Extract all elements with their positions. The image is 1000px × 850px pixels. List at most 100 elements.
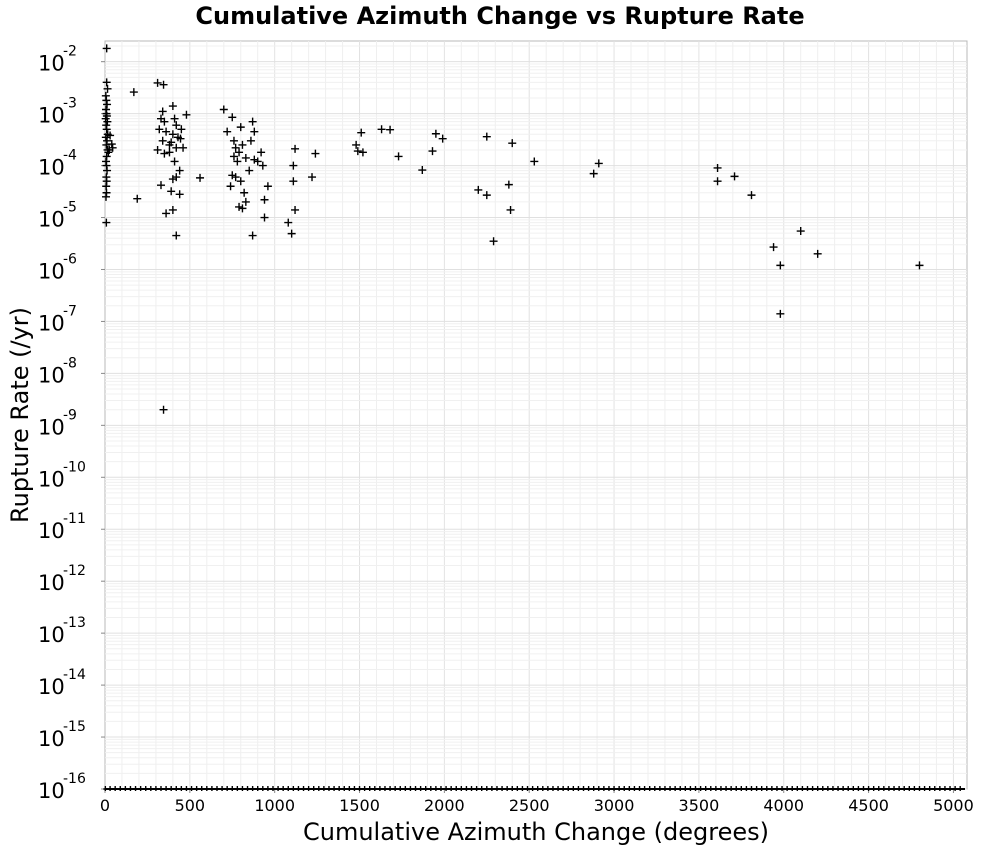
plus-marker: [235, 148, 244, 157]
data-point: [258, 161, 267, 170]
plus-marker: [228, 171, 237, 180]
data-point: [474, 185, 483, 194]
y-tick-label-exponent: -7: [63, 303, 77, 319]
data-point: [168, 102, 177, 111]
data-point: [182, 110, 191, 119]
plus-marker: [713, 177, 722, 186]
plus-marker: [102, 192, 111, 201]
plus-marker: [394, 152, 403, 161]
plus-marker: [223, 127, 232, 136]
plus-marker: [248, 117, 257, 126]
plus-marker: [508, 139, 517, 148]
y-tick-label-exponent: -16: [63, 771, 86, 787]
plus-marker: [504, 180, 513, 189]
data-point: [240, 188, 249, 197]
plus-marker: [228, 113, 237, 122]
plus-marker: [103, 100, 112, 109]
plus-marker: [241, 197, 250, 206]
plus-marker: [168, 130, 177, 139]
plus-marker: [159, 80, 168, 89]
plus-marker: [158, 107, 167, 116]
y-tick-label-base: 10: [38, 727, 65, 751]
y-axis-title: Rupture Rate (/yr): [6, 307, 34, 523]
y-tick-label-base: 10: [38, 415, 65, 439]
plus-marker: [182, 110, 191, 119]
x-axis-title: Cumulative Azimuth Change (degrees): [303, 818, 769, 846]
data-point: [172, 231, 181, 240]
data-point: [133, 194, 142, 203]
y-tick-label-base: 10: [38, 208, 65, 232]
data-point: [260, 195, 269, 204]
plus-marker: [260, 213, 269, 222]
plus-marker: [129, 88, 138, 97]
y-tick-label-base: 10: [38, 363, 65, 387]
data-point: [179, 143, 188, 152]
data-point: [107, 140, 116, 149]
data-point: [245, 166, 254, 175]
y-tick-label-exponent: -8: [63, 355, 77, 371]
data-point: [260, 213, 269, 222]
data-point: [589, 169, 598, 178]
plus-marker: [284, 218, 293, 227]
plus-marker: [102, 78, 111, 87]
data-point: [170, 157, 179, 166]
plus-marker: [102, 125, 111, 134]
data-point: [418, 166, 427, 175]
y-tick-label-exponent: -13: [63, 615, 86, 631]
data-point: [747, 191, 756, 200]
data-point: [776, 261, 785, 270]
data-point: [160, 117, 169, 126]
plus-marker: [167, 138, 176, 147]
plus-marker: [179, 143, 188, 152]
plus-marker: [170, 157, 179, 166]
data-point: [713, 163, 722, 172]
data-point: [106, 131, 115, 140]
data-point: [167, 187, 176, 196]
data-point: [229, 152, 238, 161]
y-tick-label-base: 10: [38, 467, 65, 491]
plus-marker: [260, 195, 269, 204]
data-point: [235, 148, 244, 157]
x-tick-label: 1500: [339, 796, 380, 815]
plus-marker: [248, 231, 257, 240]
plus-marker: [231, 143, 240, 152]
y-tick-label-exponent: -10: [63, 459, 86, 475]
data-point: [223, 127, 232, 136]
plus-marker: [258, 161, 267, 170]
plus-marker: [168, 102, 177, 111]
plus-marker: [241, 153, 250, 162]
data-point: [431, 129, 440, 138]
plus-marker: [229, 136, 238, 145]
data-point: [489, 237, 498, 246]
data-point: [353, 147, 362, 156]
data-point: [776, 309, 785, 318]
y-tick-label-base: 10: [38, 519, 65, 543]
plus-marker: [153, 78, 162, 87]
plus-marker: [162, 209, 171, 218]
plus-marker: [353, 147, 362, 156]
data-point: [287, 229, 296, 238]
plus-marker: [233, 157, 242, 166]
y-tick-label-base: 10: [38, 104, 65, 128]
data-point: [162, 209, 171, 218]
plus-marker: [175, 166, 184, 175]
data-point: [231, 173, 240, 182]
data-point: [103, 100, 112, 109]
plus-marker: [291, 205, 300, 214]
y-tick-label-exponent: -4: [63, 148, 77, 164]
y-tick-label-base: 10: [38, 623, 65, 647]
plus-marker: [263, 182, 272, 191]
y-tick-label-base: 10: [38, 571, 65, 595]
data-point: [102, 125, 111, 134]
data-point: [358, 148, 367, 157]
data-point: [241, 153, 250, 162]
y-tick-label-base: 10: [38, 52, 65, 76]
data-point: [102, 78, 111, 87]
data-point: [229, 136, 238, 145]
data-point: [105, 145, 114, 154]
plus-marker: [813, 249, 822, 258]
x-tick-label: 500: [175, 796, 206, 815]
data-point: [155, 125, 164, 134]
data-point: [233, 157, 242, 166]
y-tick-label-base: 10: [38, 156, 65, 180]
